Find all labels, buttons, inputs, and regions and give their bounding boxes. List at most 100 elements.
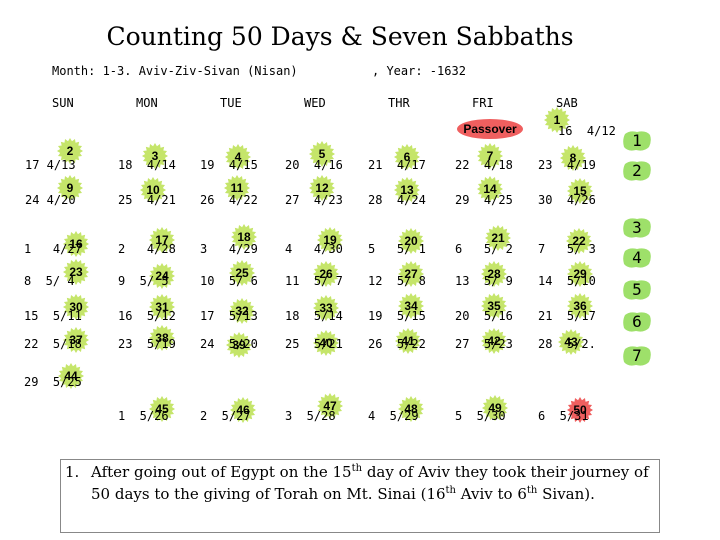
day-count-number: 32 bbox=[235, 304, 249, 318]
day-count-badge: 35 bbox=[481, 293, 507, 319]
footnote-part: Sivan). bbox=[537, 485, 595, 503]
sabbath-marker: 4 bbox=[622, 247, 652, 269]
footnote-part: After going out of Egypt on the 15 bbox=[91, 463, 352, 481]
sabbath-blob-icon bbox=[623, 131, 651, 151]
day-date: 25 4/21 bbox=[118, 193, 176, 207]
day-count-badge: 32 bbox=[229, 298, 255, 324]
day-date: 29 5/25 bbox=[24, 375, 82, 389]
day-date: 19 4/15 bbox=[200, 158, 258, 172]
day-count-badge: 27 bbox=[398, 261, 424, 287]
starburst-icon bbox=[544, 107, 570, 133]
day-count-number: 11 bbox=[230, 181, 244, 195]
starburst-icon bbox=[482, 395, 508, 421]
day-date: 14 5/10 bbox=[538, 274, 596, 288]
starburst-icon bbox=[226, 332, 252, 358]
year-label: , Year: -1632 bbox=[372, 64, 466, 78]
day-count-badge: 43 bbox=[558, 329, 584, 355]
starburst-icon bbox=[477, 143, 503, 169]
day-count-number: 24 bbox=[155, 269, 169, 283]
day-count-number: 36 bbox=[573, 299, 587, 313]
day-count-number: 4 bbox=[234, 150, 242, 164]
day-count-badge: 21 bbox=[485, 225, 511, 251]
day-date: 19 5/15 bbox=[368, 309, 426, 323]
day-count-number: 30 bbox=[69, 300, 83, 314]
day-date: 5 5/ 1 bbox=[368, 242, 426, 256]
day-count-badge: 29 bbox=[567, 261, 593, 287]
page-title: Counting 50 Days & Seven Sabbaths bbox=[106, 22, 574, 51]
day-count-badge: 30 bbox=[63, 294, 89, 320]
day-count-badge: 18 bbox=[231, 224, 257, 250]
day-count-badge: 31 bbox=[149, 294, 175, 320]
month-label: Month: 1-3. Aviv-Ziv-Sivan (Nisan) bbox=[52, 64, 298, 78]
day-date: 18 4/14 bbox=[118, 158, 176, 172]
weekday-sun: SUN bbox=[52, 96, 74, 110]
day-date: 22 4/18 bbox=[455, 158, 513, 172]
day-date: 1 5/26 bbox=[118, 409, 169, 423]
day-count-number: 31 bbox=[155, 300, 169, 314]
day-count-number: 13 bbox=[400, 183, 414, 197]
footnote-part: day of Aviv they took their journey of 5… bbox=[91, 463, 649, 503]
day-count-badge: 13 bbox=[394, 177, 420, 203]
day-count-badge: 10 bbox=[140, 177, 166, 203]
sabbath-number: 5 bbox=[632, 280, 642, 299]
starburst-icon bbox=[560, 145, 586, 171]
starburst-icon bbox=[558, 329, 584, 355]
day-count-number: 2 bbox=[66, 144, 74, 158]
day-count-number: 15 bbox=[573, 184, 587, 198]
day-date: 23 4/19 bbox=[538, 158, 596, 172]
day-date: 15 5/11 bbox=[24, 309, 82, 323]
starburst-icon bbox=[63, 327, 89, 353]
day-date: 30 4/26 bbox=[538, 193, 596, 207]
day-date: 22 5/18 bbox=[24, 337, 82, 351]
starburst-icon bbox=[309, 141, 335, 167]
day-count-number: 1 bbox=[553, 113, 561, 127]
starburst-icon bbox=[149, 396, 175, 422]
day-count-badge: 12 bbox=[309, 175, 335, 201]
day-count-badge: 37 bbox=[63, 327, 89, 353]
day-count-number: 18 bbox=[237, 230, 251, 244]
day-date: 2 4/28 bbox=[118, 242, 176, 256]
starburst-icon bbox=[317, 393, 343, 419]
starburst-icon bbox=[481, 261, 507, 287]
day-count-number: 19 bbox=[323, 233, 337, 247]
day-date: 2 5/27 bbox=[200, 409, 251, 423]
starburst-icon bbox=[317, 227, 343, 253]
day-date: 26 4/22 bbox=[200, 193, 258, 207]
starburst-icon bbox=[394, 144, 420, 170]
day-date: 11 5/ 7 bbox=[285, 274, 343, 288]
day-count-number: 6 bbox=[403, 150, 411, 164]
day-count-number: 41 bbox=[401, 334, 415, 348]
day-count-badge: 1 bbox=[544, 107, 570, 133]
day-count-badge: 9 bbox=[57, 175, 83, 201]
day-date: 4 5/29 bbox=[368, 409, 419, 423]
day-count-badge: 22 bbox=[566, 228, 592, 254]
sabbath-blob-icon bbox=[623, 280, 651, 300]
day-date: 24 4/20 bbox=[25, 193, 76, 207]
starburst-icon bbox=[58, 363, 84, 389]
day-count-badge: 17 bbox=[149, 227, 175, 253]
day-count-badge: 7 bbox=[477, 143, 503, 169]
starburst-icon bbox=[149, 227, 175, 253]
sabbath-number: 3 bbox=[632, 218, 642, 237]
day-count-badge: 38 bbox=[149, 325, 175, 351]
day-count-number: 37 bbox=[69, 333, 83, 347]
day-count-badge: 33 bbox=[313, 295, 339, 321]
footnote-part: Aviv to 6 bbox=[456, 485, 527, 503]
day-count-number: 17 bbox=[155, 233, 169, 247]
day-count-badge: 8 bbox=[560, 145, 586, 171]
footnote-sup: th bbox=[445, 485, 456, 496]
sabbath-marker: 1 bbox=[622, 130, 652, 152]
day-date: 29 4/25 bbox=[455, 193, 513, 207]
weekday-thr: THR bbox=[388, 96, 410, 110]
starburst-icon bbox=[230, 397, 256, 423]
footnote-sup: th bbox=[526, 485, 538, 496]
day-count-number: 39 bbox=[232, 338, 246, 352]
day-count-number: 43 bbox=[564, 335, 578, 349]
starburst-icon bbox=[398, 261, 424, 287]
day-date: 13 5/ 9 bbox=[455, 274, 513, 288]
weekday-fri: FRI bbox=[472, 96, 494, 110]
day-date: 18 5/14 bbox=[285, 309, 343, 323]
day-count-number: 33 bbox=[319, 301, 333, 315]
starburst-icon bbox=[398, 228, 424, 254]
day-date: 20 5/16 bbox=[455, 309, 513, 323]
